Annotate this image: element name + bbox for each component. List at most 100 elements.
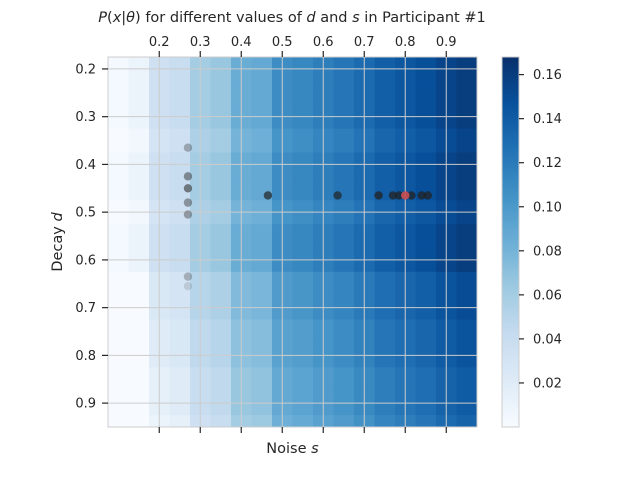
heatmap-cell xyxy=(456,271,478,297)
scatter-point xyxy=(407,191,416,200)
scatter-point xyxy=(183,198,193,207)
x-tick-label: 0.6 xyxy=(313,35,334,50)
heatmap-cell xyxy=(169,319,191,344)
heatmap-cell xyxy=(108,128,129,153)
heatmap-cell xyxy=(128,415,150,428)
heatmap-cell xyxy=(108,367,129,392)
heatmap-cell xyxy=(456,415,478,428)
heatmap-cell xyxy=(374,415,396,428)
heatmap-cell xyxy=(374,319,396,344)
x-axis-top-ticks: 0.2 0.3 0.4 0.5 0.6 0.7 0.8 0.9 xyxy=(149,35,457,57)
scatter-point xyxy=(183,272,193,281)
heatmap-cell xyxy=(415,224,437,249)
heatmap-cell xyxy=(169,367,191,392)
x-tick-label: 0.9 xyxy=(436,35,457,50)
y-tick-label: 0.7 xyxy=(75,301,96,316)
heatmap-cell xyxy=(210,319,232,344)
x-tick-label: 0.2 xyxy=(149,35,170,50)
heatmap-cell xyxy=(415,415,437,428)
heatmap-cell xyxy=(333,128,355,153)
heatmap-cell xyxy=(292,367,314,392)
heatmap-cell xyxy=(108,224,129,249)
heatmap-cell xyxy=(292,415,314,428)
heatmap-cell xyxy=(333,319,355,344)
heatmap-cell xyxy=(292,80,314,106)
heatmap-cell xyxy=(251,224,273,249)
heatmap-cell xyxy=(415,319,437,344)
scatter-point xyxy=(183,210,193,219)
scatter-point xyxy=(263,191,273,200)
heatmap-cell xyxy=(210,80,232,106)
heatmap-cell xyxy=(169,224,191,249)
heatmap-cell xyxy=(169,80,191,106)
heatmap-cell xyxy=(108,319,129,344)
heatmap-cell xyxy=(108,271,129,297)
y-tick-label: 0.9 xyxy=(75,397,96,412)
scatter-point xyxy=(183,281,193,291)
colorbar-tick-label: 0.14 xyxy=(533,112,562,127)
x-axis-bottom-ticks xyxy=(158,427,447,433)
heatmap-cell xyxy=(169,176,191,201)
heatmap-cell xyxy=(333,224,355,249)
scatter-point xyxy=(423,191,432,200)
scatter-point xyxy=(417,191,426,200)
heatmap-cell xyxy=(251,128,273,153)
heatmap-cell xyxy=(292,224,314,249)
heatmap-cell xyxy=(374,367,396,392)
heatmap-cell xyxy=(128,224,150,249)
x-tick-label: 0.3 xyxy=(190,35,211,50)
heatmap-cell xyxy=(292,271,314,297)
heatmap-cell xyxy=(169,415,191,428)
y-tick-label: 0.8 xyxy=(75,349,96,364)
heatmap-cell xyxy=(210,367,232,392)
heatmap-cell xyxy=(292,176,314,201)
heatmap-cell xyxy=(251,80,273,106)
heatmap-cell xyxy=(333,415,355,428)
y-tick-label: 0.3 xyxy=(75,110,96,125)
heatmap-cell xyxy=(128,80,150,106)
heatmap-cell xyxy=(456,80,478,106)
heatmap-cell xyxy=(456,319,478,344)
y-tick-label: 0.6 xyxy=(75,253,96,268)
scatter-points xyxy=(183,143,432,291)
heatmap-cell xyxy=(128,319,150,344)
x-tick-label: 0.5 xyxy=(272,35,293,50)
heatmap-cell xyxy=(108,415,129,428)
chart-title: P(x|θ) for different values of d and s i… xyxy=(98,10,485,26)
heatmap-cell xyxy=(210,224,232,249)
scatter-point xyxy=(394,191,404,200)
plot-frame xyxy=(107,56,478,428)
colorbar-tick-label: 0.02 xyxy=(533,376,562,391)
colorbar-tick-label: 0.04 xyxy=(533,332,562,347)
y-tick-label: 0.4 xyxy=(75,158,96,173)
heatmap-cell xyxy=(292,128,314,153)
heatmap-cell xyxy=(210,176,232,201)
heatmap-cell xyxy=(456,128,478,153)
colorbar-tick-label: 0.06 xyxy=(533,288,562,303)
scatter-point xyxy=(183,172,193,181)
scatter-point xyxy=(401,191,410,200)
x-tick-label: 0.8 xyxy=(395,35,416,50)
colorbar-tick-label: 0.12 xyxy=(533,156,562,171)
colorbar-tick-label: 0.16 xyxy=(533,68,562,83)
heatmap-cell xyxy=(415,271,437,297)
y-tick-label: 0.5 xyxy=(75,206,96,221)
scatter-point xyxy=(388,191,398,200)
heatmap-cell xyxy=(374,80,396,106)
grid-lines xyxy=(108,57,477,427)
heatmap-cell xyxy=(108,176,129,201)
heatmap-cell xyxy=(128,128,150,153)
heatmap-cell xyxy=(128,271,150,297)
heatmap-cell xyxy=(374,271,396,297)
heatmap-cell xyxy=(128,176,150,201)
x-tick-label: 0.4 xyxy=(231,35,252,50)
heatmap-cell xyxy=(374,128,396,153)
heatmap-cell xyxy=(128,367,150,392)
colorbar-tick-label: 0.10 xyxy=(533,200,562,215)
y-tick-label: 0.2 xyxy=(75,62,96,77)
heatmap-cell xyxy=(292,319,314,344)
heatmap-cell xyxy=(415,367,437,392)
scatter-point xyxy=(374,191,383,200)
scatter-point xyxy=(333,191,342,200)
